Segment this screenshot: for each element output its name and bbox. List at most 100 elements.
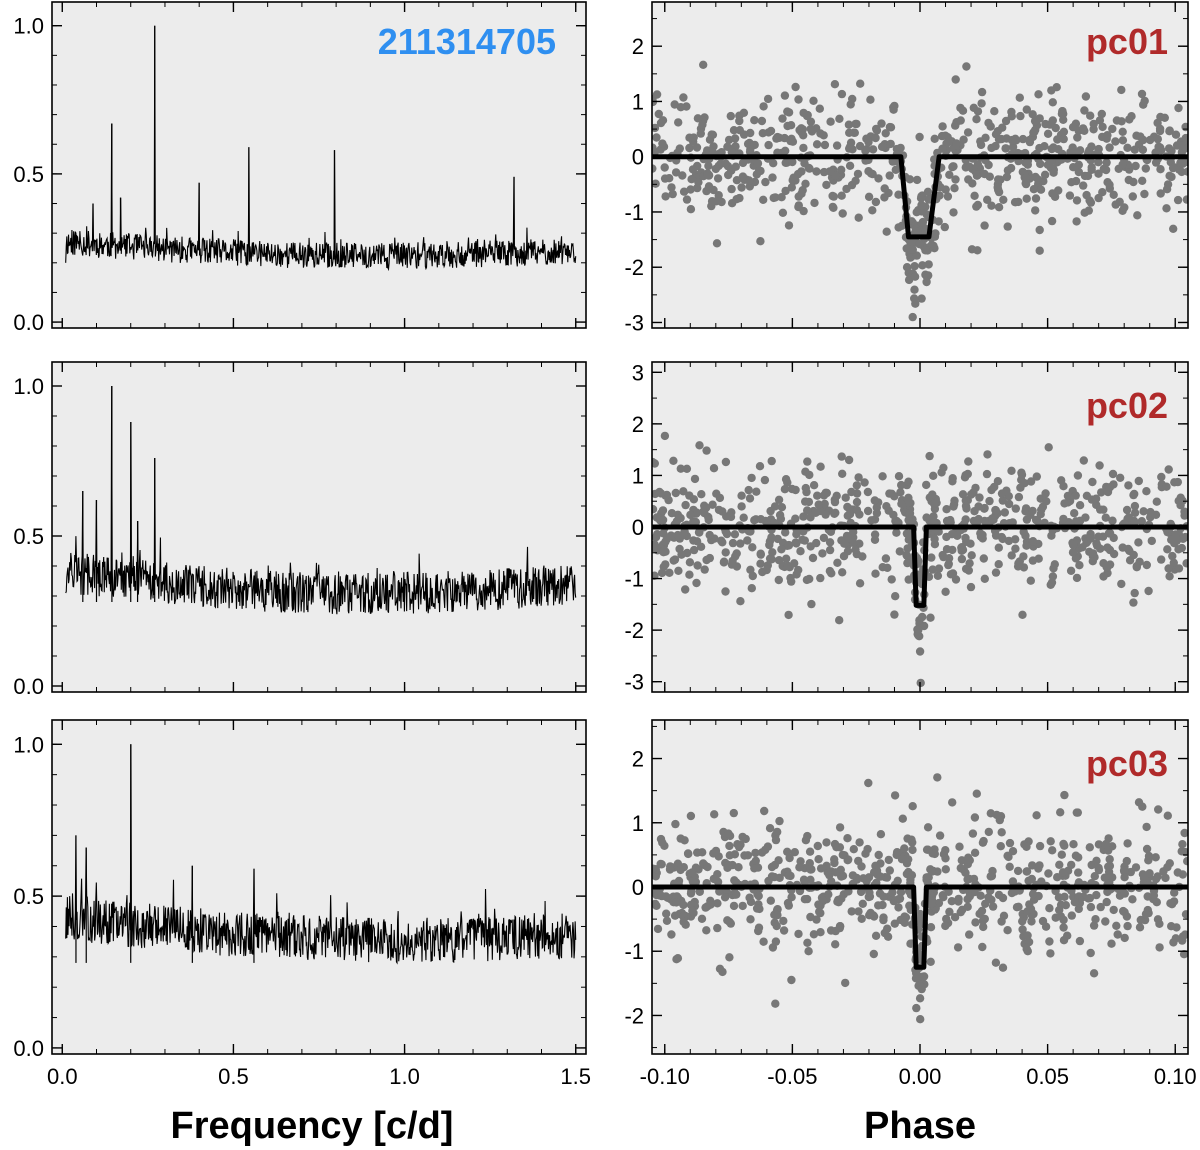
phase-point <box>1008 847 1018 856</box>
phase-point <box>1055 860 1064 869</box>
phase-point <box>755 462 765 471</box>
phase-point <box>760 806 769 816</box>
phase-point <box>1162 482 1171 491</box>
phase-point <box>666 531 676 540</box>
y-tick-label: 0.5 <box>13 162 44 187</box>
phase-point <box>1049 143 1058 152</box>
phase-point <box>990 482 999 492</box>
phase-point <box>1049 564 1058 573</box>
phase-point <box>652 571 659 580</box>
phase-point <box>759 195 768 204</box>
phase-point <box>986 122 995 131</box>
phase-point <box>658 838 667 847</box>
phase-point <box>674 566 683 575</box>
phase-point <box>1082 190 1091 200</box>
phase-point <box>922 480 931 490</box>
transit-model-line <box>652 154 1188 240</box>
phase-point <box>686 205 696 214</box>
phase-point <box>773 827 782 837</box>
phase-point <box>983 195 992 204</box>
phase-point <box>1123 921 1132 931</box>
phase-point <box>812 140 822 149</box>
phase-point <box>1162 185 1172 194</box>
phase-point <box>756 549 765 558</box>
phase-point <box>974 514 983 524</box>
phase-point <box>943 192 953 201</box>
phase-point <box>814 500 823 509</box>
phase-point <box>902 551 912 560</box>
phase-point <box>786 121 796 130</box>
phase-point <box>1063 491 1073 501</box>
phase-point <box>805 859 814 868</box>
phase-point <box>794 929 803 939</box>
phase-point <box>703 862 712 872</box>
phase-point <box>801 467 810 476</box>
phase-point <box>803 506 812 515</box>
phase-point <box>1164 465 1173 474</box>
phase-point <box>752 487 761 496</box>
phase-point <box>918 217 928 227</box>
phase-point <box>813 841 822 851</box>
phase-point <box>858 899 867 908</box>
phase-point <box>799 512 808 521</box>
phase-point <box>950 184 959 193</box>
phase-point <box>1099 505 1108 514</box>
phase-point <box>718 967 727 977</box>
phase-point <box>1180 511 1188 520</box>
phase-point <box>1067 860 1076 870</box>
phase-point <box>1085 843 1095 852</box>
phase-point <box>777 193 786 202</box>
phase-point <box>1056 808 1065 817</box>
phase-point <box>1035 841 1045 851</box>
phase-point <box>751 848 760 858</box>
phase-point <box>1139 135 1148 145</box>
phase-point <box>997 489 1007 498</box>
phase-point <box>652 133 661 142</box>
phase-point <box>1026 904 1036 914</box>
phase-point <box>1128 192 1138 201</box>
phase-point <box>871 931 881 940</box>
phase-point <box>881 554 891 563</box>
phase-point <box>889 510 898 520</box>
phase-point <box>931 229 940 238</box>
phase-point <box>819 533 829 543</box>
phase-point <box>713 899 722 908</box>
phase-point <box>1092 856 1101 865</box>
phase-point <box>975 493 984 502</box>
phase-point <box>784 610 793 620</box>
phase-point <box>1089 921 1099 930</box>
phase-point <box>915 240 924 249</box>
phase-point <box>724 170 733 180</box>
phase-point <box>1181 930 1188 939</box>
phase-point <box>1177 543 1187 553</box>
phase-point <box>808 553 818 563</box>
phase-point <box>934 564 944 573</box>
phase-point <box>830 839 840 849</box>
phase-point <box>900 918 909 927</box>
phase-point <box>834 895 843 905</box>
phase-point <box>781 158 790 167</box>
phase-point <box>1059 915 1068 925</box>
phase-point <box>1124 481 1133 490</box>
phase-point <box>713 923 722 933</box>
phase-point <box>973 246 982 255</box>
phase-point <box>778 114 787 123</box>
phase-point <box>964 175 973 184</box>
phase-point <box>941 854 950 863</box>
frequency-axis-label: Frequency [c/d] <box>171 1105 454 1147</box>
phase-point <box>652 457 657 467</box>
phase-point <box>728 538 738 548</box>
phase-point <box>978 942 987 952</box>
phase-point <box>849 845 858 854</box>
phase-point <box>771 999 780 1008</box>
phase-point <box>970 191 979 200</box>
phase-point <box>751 856 760 865</box>
phase-point <box>784 541 794 550</box>
y-tick-label: 0 <box>632 145 644 170</box>
phase-point <box>1065 191 1075 200</box>
phase-point <box>693 114 703 123</box>
phase-point <box>737 183 746 192</box>
y-tick-label: 0.5 <box>13 884 44 909</box>
phase-point <box>1007 112 1016 121</box>
phase-point <box>779 916 788 926</box>
